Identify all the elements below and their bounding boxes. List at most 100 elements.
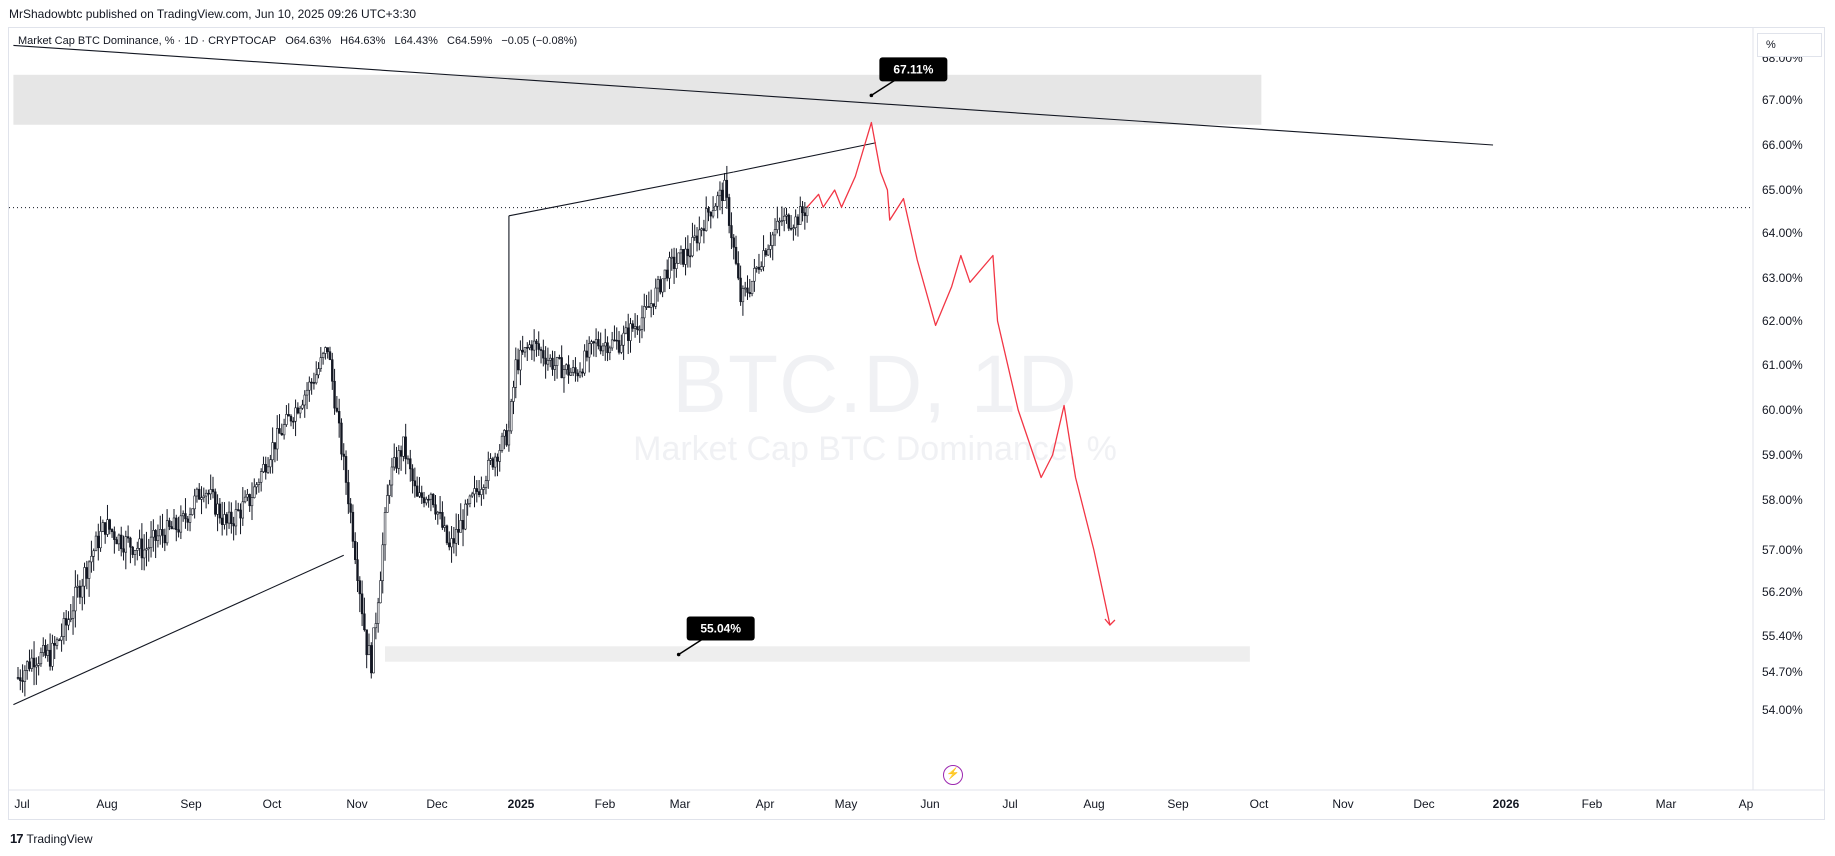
candle-body: [85, 567, 89, 579]
candle-body: [360, 593, 364, 615]
candle-body: [46, 649, 50, 656]
price-scale-unit[interactable]: %: [1757, 33, 1822, 57]
candle-body: [397, 450, 401, 469]
candle-body: [30, 657, 33, 669]
symbol-legend[interactable]: Market Cap BTC Dominance, % · 1D · CRYPT…: [18, 35, 583, 47]
candle-body: [67, 619, 70, 626]
candle-body: [287, 414, 290, 417]
candle-body: [262, 464, 265, 472]
projection-path: [806, 121, 1111, 626]
candle-body: [443, 525, 446, 528]
candle-body: [19, 677, 22, 681]
candle-body: [264, 464, 267, 473]
candle-body: [294, 407, 297, 422]
candle-body: [170, 526, 173, 530]
candle-body: [71, 610, 75, 619]
lightning-icon[interactable]: ⚡: [943, 765, 963, 785]
candle-body: [253, 486, 256, 499]
candle-body: [356, 559, 359, 581]
candle-body: [94, 535, 98, 552]
price-tick-label: 59.00%: [1762, 448, 1803, 462]
candle-body: [409, 458, 412, 470]
candle-body: [83, 567, 86, 587]
candle-body: [585, 350, 589, 358]
candle-body: [753, 268, 756, 282]
candle-body: [459, 520, 462, 533]
candle-body: [92, 550, 95, 557]
candle-body: [675, 262, 678, 269]
candle-body: [615, 339, 618, 342]
candle-body: [576, 372, 579, 377]
candle-body: [604, 342, 607, 347]
price-tick-label: 54.70%: [1762, 665, 1803, 679]
candle-body: [333, 380, 336, 409]
candle-body: [436, 511, 440, 515]
candle-body: [429, 493, 433, 500]
candle-body: [688, 255, 692, 258]
candle-body: [372, 627, 375, 674]
candle-body: [562, 369, 566, 379]
candle-body: [792, 227, 795, 230]
candle-body: [560, 357, 563, 379]
price-tick-label: 54.00%: [1762, 703, 1803, 717]
time-tick-label: Sep: [1167, 797, 1189, 811]
legend-low: L64.43%: [394, 35, 438, 47]
candle-body: [438, 511, 442, 514]
candle-body: [140, 538, 144, 559]
candle-body: [535, 340, 538, 344]
candle-body: [120, 534, 123, 550]
time-tick-label: Aug: [1083, 797, 1104, 811]
candle-body: [624, 327, 628, 334]
candle-body: [388, 484, 391, 496]
candle-body: [659, 279, 662, 293]
candle-body: [588, 343, 591, 358]
candle-body: [666, 269, 669, 279]
candle-body: [450, 538, 453, 548]
time-tick-label: Nov: [1332, 797, 1353, 811]
candle-body: [349, 503, 352, 513]
candle-body: [101, 522, 105, 532]
trendline-1: [508, 171, 734, 217]
candle-body: [679, 249, 683, 254]
candle-body: [571, 367, 575, 373]
price-tick-label: 66.00%: [1762, 138, 1803, 152]
candle-body: [794, 216, 797, 228]
candle-body: [303, 394, 306, 406]
candle-body: [743, 287, 747, 290]
candle-body: [200, 497, 203, 500]
candle-body: [762, 250, 765, 268]
candle-body: [191, 508, 194, 515]
candle-body: [471, 493, 474, 497]
candle-body: [296, 407, 300, 414]
candle-body: [760, 266, 763, 270]
candle-body: [32, 657, 36, 668]
time-tick-label: Aug: [96, 797, 117, 811]
candle-body: [441, 512, 444, 528]
candle-body: [672, 256, 676, 269]
candle-body: [370, 645, 373, 674]
candle-body: [764, 250, 768, 256]
chart-frame[interactable]: [8, 27, 1825, 820]
trendlines-layer: [13, 44, 1494, 706]
candle-body: [677, 252, 680, 264]
candle-body: [402, 436, 405, 457]
candle-body: [188, 514, 192, 523]
candle-body: [159, 529, 162, 537]
candle-body: [136, 548, 139, 551]
candle-body: [124, 536, 128, 553]
tradingview-logo-icon: 17: [10, 831, 24, 846]
candle-body: [331, 359, 334, 382]
candle-body: [519, 349, 522, 371]
candle-body: [156, 535, 160, 541]
legend-high: H64.63%: [340, 35, 386, 47]
price-labels-layer: 67.11% 55.04%: [676, 57, 948, 657]
candle-body: [594, 339, 598, 344]
candle-body: [526, 347, 529, 349]
candle-body: [177, 529, 180, 533]
candle-body: [259, 471, 263, 483]
candle-body: [365, 629, 368, 656]
price-tick-label: 62.00%: [1762, 314, 1803, 328]
candle-body: [209, 489, 212, 495]
candle-body: [445, 525, 449, 544]
